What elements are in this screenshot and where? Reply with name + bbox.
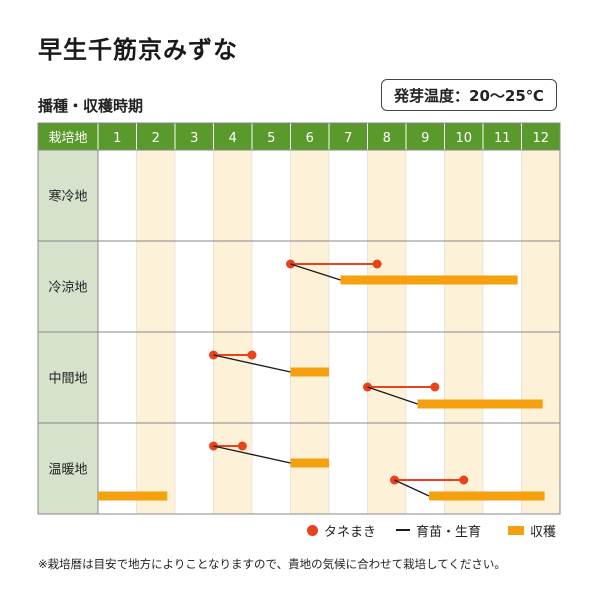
growth-line-icon [396, 529, 410, 531]
harvest-bar [429, 491, 545, 501]
header-month-label: 11 [494, 131, 511, 146]
page-title: 早生千筋京みずな [38, 36, 238, 64]
sowing-end-dot [247, 350, 257, 360]
legend: タネまき 育苗・生育 収穫 [0, 519, 600, 541]
chart-subtitle: 播種・収穫時期 [38, 97, 144, 115]
legend-harvest-label: 収穫 [530, 524, 557, 540]
header-month-label: 4 [229, 131, 237, 146]
header-month-label: 10 [455, 131, 472, 146]
region-label: 温暖地 [48, 463, 87, 478]
legend-harvest: 収穫 [508, 519, 556, 541]
sowing-end-dot [237, 441, 247, 451]
header-month-label: 5 [267, 131, 275, 146]
header-month-label: 3 [190, 131, 198, 146]
footnote: ※栽培暦は目安で地方によりことなりますので、貴地の気候に合わせて栽培してください… [38, 557, 506, 571]
header-month-label: 12 [532, 131, 549, 146]
growth-line [290, 263, 341, 281]
header-bar [38, 123, 560, 150]
header-month-label: 2 [152, 131, 160, 146]
header-month-label: 8 [383, 131, 391, 146]
sowing-end-dot [372, 259, 382, 269]
header-month-label: 9 [421, 131, 429, 146]
sowing-dot-icon [307, 524, 318, 536]
harvest-bar [290, 367, 329, 377]
header-month-label: 7 [344, 131, 352, 146]
growth-line [367, 386, 418, 405]
legend-sowing: タネまき [307, 519, 376, 541]
germination-temperature-badge: 発芽温度：20〜25℃ [381, 79, 557, 111]
legend-seedling-label: 育苗・生育 [416, 524, 482, 540]
legend-seedling: 育苗・生育 [396, 519, 481, 541]
header-month-label: 6 [306, 131, 314, 146]
harvest-bar-icon [508, 525, 524, 535]
growth-line [213, 354, 291, 373]
region-label: 寒冷地 [48, 189, 87, 205]
harvest-bar [340, 275, 518, 285]
region-label: 冷涼地 [48, 281, 87, 296]
sowing-end-dot [430, 382, 440, 392]
header-month-label: 1 [113, 131, 121, 146]
harvest-bar [290, 458, 329, 468]
header-region-label: 栽培地 [48, 130, 87, 146]
harvest-bar [98, 491, 168, 501]
harvest-bar [417, 399, 543, 409]
growth-line [394, 479, 430, 497]
sowing-end-dot [459, 475, 469, 485]
grid-border [37, 122, 561, 515]
growth-line [213, 445, 291, 464]
legend-sowing-label: タネまき [324, 524, 377, 540]
region-label: 中間地 [48, 372, 87, 387]
